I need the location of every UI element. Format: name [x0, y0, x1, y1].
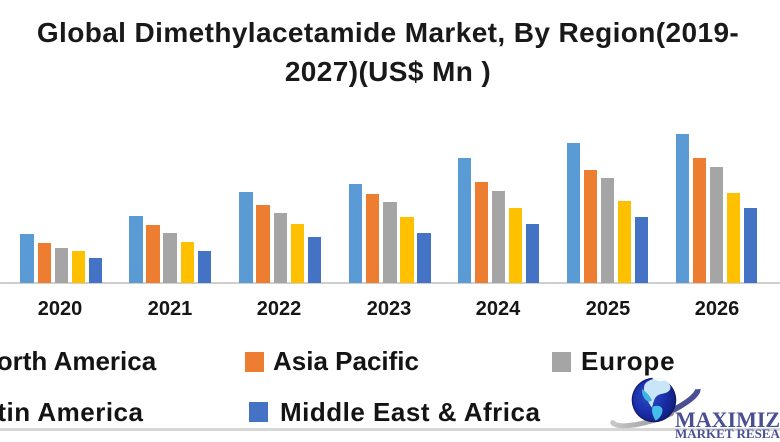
svg-text:MARKET RESEARCH: MARKET RESEARCH	[675, 426, 780, 441]
svg-text:MAXIMIZE: MAXIMIZE	[675, 407, 780, 432]
